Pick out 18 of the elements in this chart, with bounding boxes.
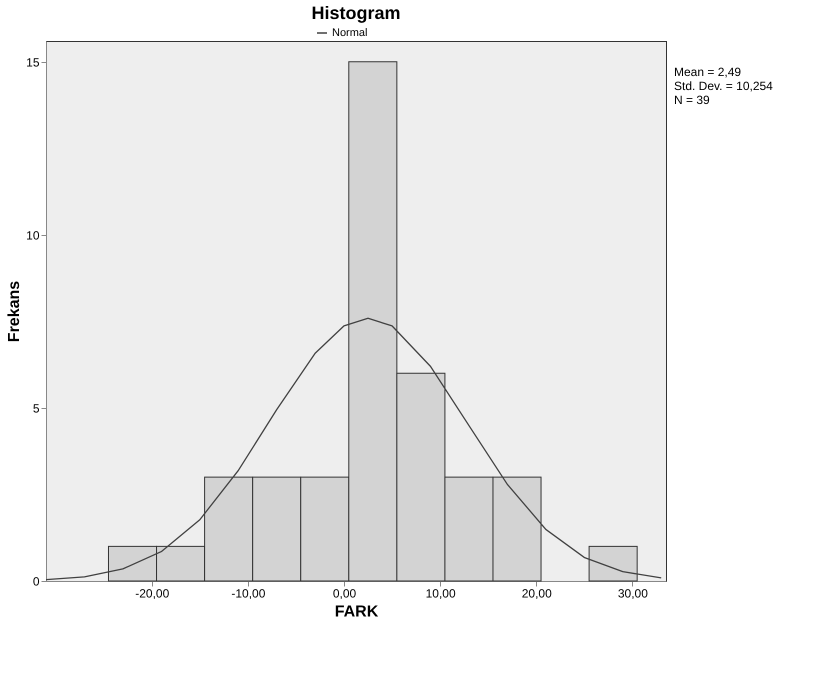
legend-label: Normal bbox=[332, 27, 368, 39]
x-axis-title: FARK bbox=[334, 604, 379, 620]
chart-title: Histogram bbox=[311, 3, 401, 23]
x-tick-label: 30,00 bbox=[618, 586, 648, 600]
x-tick-label: 0,00 bbox=[332, 586, 356, 600]
y-tick-label: 0 bbox=[32, 574, 40, 588]
x-tick-label: 10,00 bbox=[426, 586, 456, 600]
text: Std. Dev. = 10,254 bbox=[674, 79, 774, 93]
y-tick-label: 15 bbox=[26, 55, 40, 70]
y-tick-label: 5 bbox=[32, 401, 40, 416]
line-series bbox=[46, 318, 662, 580]
x-tick-label: -10,00 bbox=[231, 586, 266, 600]
x-tick-label: -20,00 bbox=[135, 586, 170, 600]
y-tick-label: 10 bbox=[26, 228, 40, 242]
text: N = 39 bbox=[674, 93, 710, 107]
y-axis-title: Frekans bbox=[6, 280, 24, 342]
x-tick-label: 20,00 bbox=[522, 586, 552, 600]
text: Mean = 2,49 bbox=[674, 65, 742, 79]
